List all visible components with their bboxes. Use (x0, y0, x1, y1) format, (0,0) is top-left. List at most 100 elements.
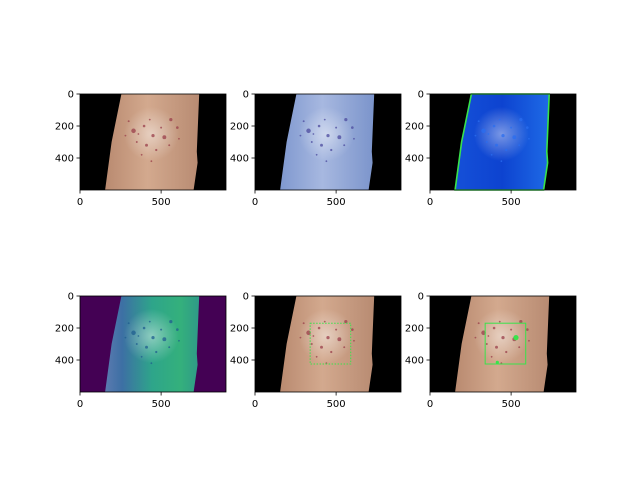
lesion-spot (299, 134, 302, 137)
y-tick-label: 0 (418, 90, 424, 101)
lesion-spot (485, 141, 488, 143)
lesion-spot (155, 148, 158, 152)
lesion-spot (137, 133, 140, 135)
axes-frame (79, 295, 227, 393)
lesion-spot (337, 135, 342, 140)
lesion-spot (326, 133, 330, 138)
panel-hsv: 0 200 400 0 500 (405, 90, 577, 208)
axes-frame (254, 295, 402, 393)
lesion-spot (487, 335, 490, 337)
lesion-spot (490, 355, 493, 358)
x-tick-label: 0 (252, 197, 258, 208)
lesion-spot (344, 117, 348, 122)
lesion-spot (320, 143, 323, 147)
y-tick-label: 400 (405, 356, 424, 367)
lesion-spot (518, 346, 521, 349)
lesion-spot (131, 128, 136, 134)
x-tick-label: 500 (152, 197, 171, 208)
lesion-spot (315, 355, 318, 358)
lesion-glow (123, 106, 179, 162)
lesion-spot (162, 135, 167, 140)
axes-frame (429, 295, 577, 393)
axes-frame (429, 93, 577, 191)
roi-box (484, 322, 527, 365)
y-tick-label: 400 (405, 154, 424, 165)
lesion-spot (343, 144, 346, 147)
lesion-spot (178, 339, 180, 342)
lesion-spot (168, 144, 171, 147)
lesion-spot (335, 328, 338, 331)
lesion-spot (501, 335, 505, 340)
lesion-spot (312, 133, 315, 135)
lesion-spot (481, 128, 486, 134)
lesion-spot (140, 153, 143, 156)
lesion-spot (500, 160, 503, 163)
lesion-spot (135, 141, 138, 143)
axes-frame (254, 93, 402, 191)
x-tick-label: 500 (152, 399, 171, 410)
lesion-spot (519, 319, 523, 324)
panel-grayscale-viridis: 0 200 400 0 500 (55, 292, 227, 410)
lesion-spot (176, 328, 179, 331)
lesion-spot (477, 120, 480, 123)
lesion-spot (353, 137, 355, 140)
lesion-spot (505, 350, 508, 354)
y-tick-label: 200 (230, 324, 249, 335)
y-tick-label: 400 (55, 154, 74, 165)
y-tick-label: 200 (405, 122, 424, 133)
lesion-spot (306, 128, 311, 134)
lesion-spot (302, 120, 305, 123)
y-tick-label: 400 (55, 356, 74, 367)
y-tick-label: 200 (55, 122, 74, 133)
lesion-spot (510, 328, 513, 331)
lesion-spot (526, 126, 529, 129)
lesion-spot (501, 133, 505, 138)
lesion-spot (168, 346, 171, 349)
y-tick-label: 0 (243, 292, 249, 303)
lesion-spot (151, 335, 155, 340)
lesion-spot (160, 126, 163, 129)
lesion-spot (485, 343, 488, 345)
lesion-glow (298, 106, 354, 162)
lesion-spot (148, 118, 151, 121)
lesion-spot (474, 336, 477, 339)
lesion-spot (176, 126, 179, 129)
lesion-spot (351, 126, 354, 129)
lesion-spot (519, 117, 523, 122)
lesion-glow (123, 308, 179, 364)
lesion-spot (145, 345, 148, 349)
lesion-spot (528, 339, 530, 342)
y-tick-label: 0 (68, 90, 74, 101)
y-tick-label: 200 (230, 122, 249, 133)
lesion-spot (343, 346, 346, 349)
lesion-glow (473, 106, 529, 162)
lesion-spot (351, 328, 354, 331)
lesion-spot (495, 345, 498, 349)
lesion-spot (150, 362, 153, 365)
lesion-spot (151, 133, 155, 138)
lesion-spot (137, 335, 140, 337)
lesion-spot (330, 148, 333, 152)
lesion-spot (498, 320, 501, 323)
y-tick-label: 200 (55, 324, 74, 335)
y-tick-label: 0 (418, 292, 424, 303)
y-tick-label: 200 (405, 324, 424, 335)
lesion-spot (302, 322, 305, 325)
lesion-spot (498, 118, 501, 121)
lesion-spot (142, 326, 146, 330)
lesion-spot (148, 320, 151, 323)
lesion-spot (169, 117, 173, 122)
panel-roi-box: 0 200 400 0 500 (230, 292, 402, 410)
x-tick-label: 0 (77, 197, 83, 208)
lesion-spot (124, 336, 127, 339)
x-tick-label: 500 (502, 399, 521, 410)
lesion-spot (320, 345, 323, 349)
x-tick-label: 500 (327, 197, 346, 208)
lesion-spot (145, 143, 148, 147)
panels-layer: 0 200 400 0 500 0 200 400 0 500 0 200 400 0 500 0 200 400… (55, 90, 577, 410)
lesion-spot (323, 118, 326, 121)
lesion-spot (127, 120, 130, 123)
lesion-spot (140, 355, 143, 358)
lesion-spot (135, 343, 138, 345)
